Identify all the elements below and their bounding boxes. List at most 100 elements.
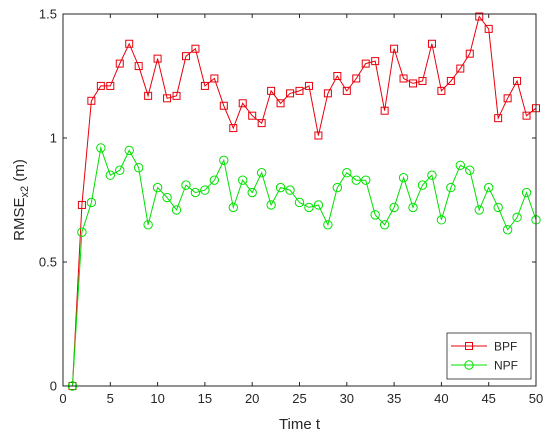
- x-axis-title: Time t: [279, 416, 321, 433]
- x-tick-label: 5: [107, 391, 114, 406]
- npf-point: [275, 182, 286, 193]
- legend-entry-bpf: BPF: [451, 340, 517, 354]
- npf-point: [266, 200, 276, 210]
- npf-point: [200, 185, 210, 195]
- npf-point: [484, 182, 494, 193]
- npf-point: [171, 205, 182, 215]
- bpf-point: [437, 86, 446, 95]
- npf-point: [285, 185, 295, 195]
- npf-point: [389, 202, 399, 213]
- npf-point: [96, 143, 106, 153]
- bpf-point: [475, 12, 484, 21]
- bpf-point: [115, 59, 124, 68]
- x-tick-label: 20: [245, 391, 259, 406]
- y-axis-title: RMSEx2 (m): [11, 159, 31, 241]
- npf-point: [238, 175, 248, 185]
- plot-background: [63, 14, 536, 386]
- npf-point: [124, 145, 134, 156]
- bpf-point: [513, 76, 522, 85]
- bpf-point: [456, 64, 465, 73]
- bpf-point: [219, 101, 228, 110]
- x-tick-label: 15: [198, 391, 212, 406]
- y-tick-label: 1: [50, 131, 57, 146]
- legend-box: [446, 332, 532, 380]
- bpf-point: [399, 74, 408, 83]
- legend-label: BPF: [494, 340, 517, 354]
- bpf-point: [191, 44, 200, 53]
- bpf-point: [323, 89, 332, 98]
- bpf-point: [427, 39, 436, 48]
- npf-point: [313, 200, 324, 210]
- x-tick-label: 0: [59, 391, 66, 406]
- bpf-point: [87, 96, 96, 105]
- tick-layer: 0 5 10 15 20 25 30 35 40 45 50 0 0.5 1 1.5: [39, 7, 543, 407]
- npf-point: [408, 202, 418, 213]
- bpf-point: [248, 111, 257, 120]
- npf-point: [133, 163, 144, 173]
- bpf-point: [267, 86, 276, 95]
- bpf-point: [409, 79, 418, 88]
- legend-label: NPF: [494, 359, 518, 373]
- npf-point: [181, 180, 191, 190]
- x-tick-label: 35: [387, 391, 401, 406]
- bpf-point: [465, 49, 474, 58]
- bpf-point: [333, 72, 342, 80]
- npf-series: [67, 143, 541, 391]
- bpf-point: [295, 86, 304, 95]
- bpf-point: [371, 57, 380, 66]
- npf-point: [162, 192, 172, 203]
- bpf-point: [314, 131, 323, 140]
- bpf-point: [494, 114, 503, 123]
- npf-point: [474, 205, 484, 215]
- series-layer: [67, 12, 541, 391]
- npf-point: [190, 187, 201, 198]
- bpf-point: [361, 59, 370, 68]
- npf-point: [332, 182, 343, 193]
- bpf-point: [77, 200, 86, 209]
- npf-point: [379, 220, 390, 230]
- npf-point: [209, 175, 220, 185]
- bpf-point: [257, 119, 266, 128]
- legend-entry-npf: NPF: [451, 359, 518, 373]
- bpf-point: [134, 62, 143, 71]
- bpf-point: [238, 99, 247, 108]
- npf-point: [86, 197, 97, 208]
- bpf-point: [96, 81, 105, 90]
- bpf-line: [72, 15, 537, 387]
- bpf-point: [286, 89, 295, 98]
- y-tick-label: 0: [50, 379, 57, 394]
- npf-point: [361, 175, 371, 185]
- npf-point: [152, 182, 163, 193]
- legend-swatch-marker: [465, 342, 473, 350]
- npf-point: [228, 202, 238, 213]
- bpf-point: [380, 106, 389, 115]
- bpf-point: [352, 74, 361, 83]
- npf-point: [427, 170, 437, 180]
- x-tick-label: 30: [340, 391, 354, 406]
- bpf-point: [106, 81, 115, 90]
- bpf-point: [153, 54, 162, 63]
- x-tick-label: 25: [292, 391, 306, 406]
- y-tick-label: 1.5: [39, 7, 57, 22]
- bpf-point: [418, 76, 427, 85]
- bpf-point: [304, 81, 313, 90]
- x-tick-label: 45: [481, 391, 495, 406]
- y-axis-title-unit: (m): [11, 159, 28, 186]
- npf-point: [115, 165, 125, 175]
- bpf-point: [210, 74, 219, 83]
- bpf-point: [163, 94, 172, 103]
- bpf-point: [342, 86, 351, 95]
- y-tick-label: 0.5: [39, 255, 57, 270]
- bpf-point: [200, 81, 209, 90]
- npf-point: [105, 170, 116, 180]
- npf-point: [370, 210, 380, 220]
- npf-point: [342, 168, 352, 178]
- bpf-point: [503, 94, 512, 103]
- npf-point: [446, 182, 456, 193]
- npf-point: [304, 202, 314, 213]
- y-axis-title-main: RMSE: [11, 197, 28, 240]
- bpf-point: [181, 52, 190, 61]
- bpf-point: [276, 99, 285, 108]
- x-tick-label: 40: [434, 391, 448, 406]
